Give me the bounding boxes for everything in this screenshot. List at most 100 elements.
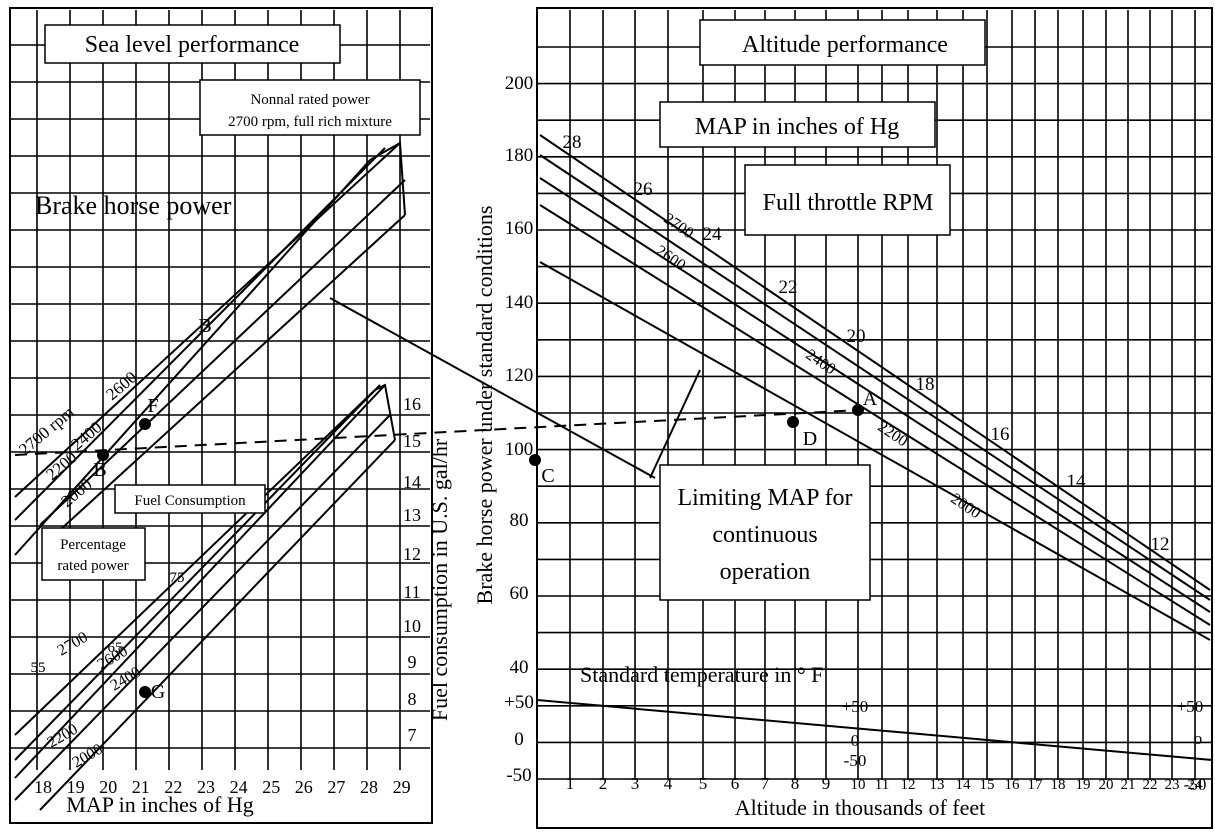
label: 22	[1143, 777, 1158, 793]
label: 18	[1051, 777, 1066, 793]
limit-label: continuous	[712, 522, 817, 548]
rpm-label: Full throttle RPM	[763, 190, 934, 216]
label: 22	[164, 777, 182, 797]
label: 23	[1165, 777, 1180, 793]
label: 5	[699, 774, 708, 793]
label: 18	[916, 374, 935, 395]
label: 20	[847, 326, 866, 347]
label: A	[863, 388, 878, 410]
percentage-label: rated power	[57, 558, 128, 574]
label: 21	[1121, 777, 1136, 793]
label: 11	[403, 582, 420, 602]
label: o	[1194, 729, 1203, 748]
label: 7	[408, 725, 417, 745]
label: 7	[761, 774, 770, 793]
label: 19	[67, 777, 85, 797]
label: 14	[403, 472, 421, 492]
label: 80	[510, 510, 529, 531]
label: +50	[842, 697, 869, 716]
label: 9	[408, 652, 417, 672]
label: 28	[360, 777, 378, 797]
right-title: Altitude performance	[742, 32, 948, 58]
fuel-label: Fuel Consumption	[134, 493, 246, 509]
label: 12	[901, 777, 916, 793]
label: 24	[703, 224, 723, 245]
label: 16	[1005, 777, 1021, 793]
label: 0	[514, 729, 524, 750]
map-label: MAP in inches of Hg	[695, 114, 899, 140]
label: -50	[506, 765, 531, 786]
label: 40	[510, 657, 529, 678]
label: +50	[504, 692, 534, 713]
label: B	[198, 315, 211, 337]
label: 8	[408, 689, 417, 709]
label: 23	[197, 777, 215, 797]
label: C	[541, 465, 554, 487]
label: 9	[822, 774, 831, 793]
limit-label: Limiting MAP for	[677, 485, 852, 511]
label: -50	[844, 751, 867, 770]
label: 14	[956, 777, 972, 793]
x-axis-title: MAP in inches of Hg	[66, 792, 253, 817]
label: 55	[31, 660, 46, 676]
label: -50	[1184, 775, 1207, 794]
label: 160	[505, 218, 534, 239]
label: 8	[791, 774, 800, 793]
temp-label: Standard temperature in ° F	[580, 662, 823, 687]
curves	[14, 134, 1213, 811]
label: 4	[664, 774, 673, 793]
left-title: Sea level performance	[85, 32, 300, 58]
label: 17	[1028, 777, 1044, 793]
label: 16	[991, 424, 1010, 445]
limit-label: operation	[720, 559, 811, 585]
percentage-label: Percentage	[60, 537, 126, 553]
label: 1	[566, 774, 575, 793]
label: 16	[403, 394, 421, 414]
label: 200	[505, 73, 534, 94]
label: 26	[634, 179, 653, 200]
label: 12	[1151, 534, 1170, 555]
label: 15	[403, 431, 421, 451]
label: 100	[505, 439, 534, 460]
label: 0	[851, 731, 860, 750]
label: 20	[99, 777, 117, 797]
label: 140	[505, 292, 534, 313]
annotation: Nonnal rated power	[250, 92, 369, 108]
label: 18	[34, 777, 52, 797]
label: 28	[563, 132, 582, 153]
label: 12	[403, 544, 421, 564]
label: 25	[262, 777, 280, 797]
annotation: 2700 rpm, full rich mixture	[228, 114, 392, 130]
label: 13	[403, 505, 421, 525]
bhp-label: Brake horse power	[35, 191, 232, 220]
label: 60	[510, 583, 529, 604]
label: 29	[393, 777, 411, 797]
label: 21	[132, 777, 150, 797]
label: 24	[230, 777, 248, 797]
label: G	[151, 681, 165, 703]
label: 14	[1067, 471, 1087, 492]
x-axis-title: Altitude in thousands of feet	[735, 795, 986, 820]
points	[97, 404, 864, 698]
label: 22	[779, 277, 798, 298]
fuel-axis-title: Fuel consumption in U.S. gal/hr	[427, 438, 452, 721]
label: 20	[1099, 777, 1114, 793]
y-axis-title: Brake horse power under standard conditi…	[472, 206, 497, 605]
label: 24	[1188, 777, 1204, 793]
label: 75	[170, 570, 185, 586]
label: 3	[631, 774, 640, 793]
label: +50	[1177, 697, 1204, 716]
label: 11	[875, 777, 889, 793]
label: 180	[505, 145, 534, 166]
label: 10	[851, 777, 866, 793]
label: 65	[108, 640, 123, 656]
label: 6	[731, 774, 740, 793]
label: 13	[930, 777, 945, 793]
label: B	[93, 459, 106, 481]
label: 2	[599, 774, 608, 793]
label: 15	[980, 777, 995, 793]
label: 26	[295, 777, 313, 797]
label: F	[147, 395, 158, 417]
label: 120	[505, 365, 534, 386]
